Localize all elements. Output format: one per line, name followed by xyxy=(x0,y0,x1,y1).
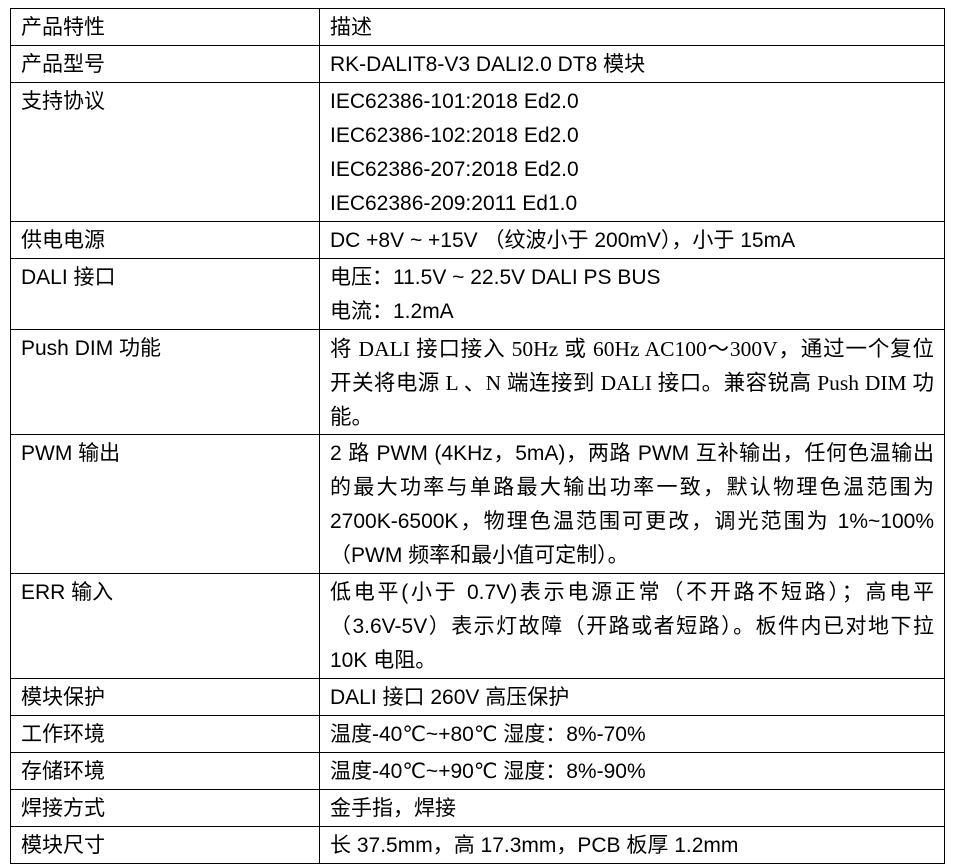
row-value: DALI 接口 260V 高压保护 xyxy=(319,678,945,716)
row-value: DC +8V ~ +15V （纹波小于 200mV），小于 15mA xyxy=(319,221,945,259)
row-value: 将 DALI 接口接入 50Hz 或 60Hz AC100～300V，通过一个复… xyxy=(319,329,945,435)
table-row: 模块保护 DALI 接口 260V 高压保护 xyxy=(10,678,945,716)
table-row: PWM 输出 2 路 PWM (4KHz，5mA)，两路 PWM 互补输出，任何… xyxy=(10,434,945,574)
table-row: DALI 接口 电压：11.5V ~ 22.5V DALI PS BUS 电流：… xyxy=(10,258,945,330)
value-line: IEC62386-102:2018 Ed2.0 xyxy=(330,124,579,147)
header-feature: 产品特性 xyxy=(10,8,320,46)
row-key: 模块保护 xyxy=(10,678,320,716)
row-key: DALI 接口 xyxy=(10,258,320,330)
row-value: 金手指，焊接 xyxy=(319,789,945,827)
row-value: 长 37.5mm，高 17.3mm，PCB 板厚 1.2mm xyxy=(319,826,945,864)
value-line: IEC62386-209:2011 Ed1.0 xyxy=(330,192,578,215)
row-value: 低电平(小于 0.7V)表示电源正常（不开路不短路）；高电平（3.6V-5V）表… xyxy=(319,573,945,679)
table-row: 工作环境 温度-40℃~+80℃ 湿度：8%-70% xyxy=(10,715,945,753)
row-value: 温度-40℃~+80℃ 湿度：8%-70% xyxy=(319,715,945,753)
value-line: IEC62386-207:2018 Ed2.0 xyxy=(330,158,579,181)
value-line: IEC62386-101:2018 Ed2.0 xyxy=(330,90,579,113)
table-row: 供电电源 DC +8V ~ +15V （纹波小于 200mV），小于 15mA xyxy=(10,221,945,259)
row-key: 模块尺寸 xyxy=(10,826,320,864)
value-line: 电压：11.5V ~ 22.5V DALI PS BUS xyxy=(330,266,661,289)
row-value: IEC62386-101:2018 Ed2.0 IEC62386-102:201… xyxy=(319,82,945,222)
row-key: 供电电源 xyxy=(10,221,320,259)
row-key: 焊接方式 xyxy=(10,789,320,827)
product-spec-table: 产品特性 描述 产品型号 RK-DALIT8-V3 DALI2.0 DT8 模块… xyxy=(10,8,945,864)
row-key: PWM 输出 xyxy=(10,434,320,574)
row-key: ERR 输入 xyxy=(10,573,320,679)
row-value: 电压：11.5V ~ 22.5V DALI PS BUS 电流：1.2mA xyxy=(319,258,945,330)
table-header-row: 产品特性 描述 xyxy=(10,8,945,46)
value-line: 电流：1.2mA xyxy=(330,300,454,323)
row-key: 支持协议 xyxy=(10,82,320,222)
row-key: Push DIM 功能 xyxy=(10,329,320,435)
row-value: 2 路 PWM (4KHz，5mA)，两路 PWM 互补输出，任何色温输出的最大… xyxy=(319,434,945,574)
row-key: 产品型号 xyxy=(10,45,320,83)
table-row: ERR 输入 低电平(小于 0.7V)表示电源正常（不开路不短路）；高电平（3.… xyxy=(10,573,945,679)
row-key: 工作环境 xyxy=(10,715,320,753)
table-row: 存储环境 温度-40℃~+90℃ 湿度：8%-90% xyxy=(10,752,945,790)
table-row: Push DIM 功能 将 DALI 接口接入 50Hz 或 60Hz AC10… xyxy=(10,329,945,435)
row-value: RK-DALIT8-V3 DALI2.0 DT8 模块 xyxy=(319,45,945,83)
row-key: 存储环境 xyxy=(10,752,320,790)
row-value: 温度-40℃~+90℃ 湿度：8%-90% xyxy=(319,752,945,790)
header-description: 描述 xyxy=(319,8,945,46)
table-row: 产品型号 RK-DALIT8-V3 DALI2.0 DT8 模块 xyxy=(10,45,945,83)
table-row: 支持协议 IEC62386-101:2018 Ed2.0 IEC62386-10… xyxy=(10,82,945,222)
table-row: 模块尺寸 长 37.5mm，高 17.3mm，PCB 板厚 1.2mm xyxy=(10,826,945,864)
table-row: 焊接方式 金手指，焊接 xyxy=(10,789,945,827)
